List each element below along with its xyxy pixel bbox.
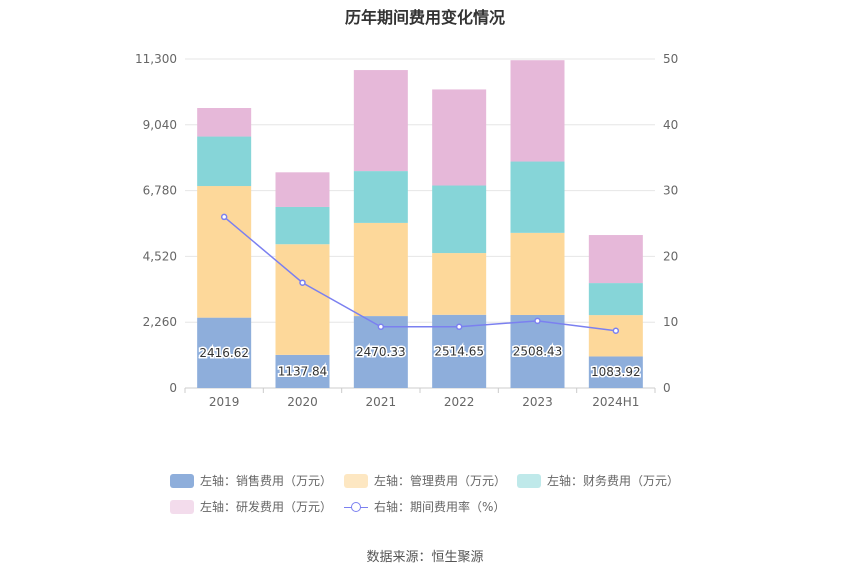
left-axis-tick-label: 9,040: [143, 118, 177, 132]
bar-mgmt: [197, 186, 252, 318]
point-rate: [455, 323, 463, 331]
left-axis-tick-label: 6,780: [143, 184, 177, 198]
legend-swatch-sales: [170, 473, 194, 488]
legend-swatch-mgmt: [344, 473, 368, 488]
point-rate: [299, 279, 306, 286]
bar-mgmt: [353, 222, 408, 317]
legend-label-rate: 右轴：期间费用率（%）: [374, 500, 506, 514]
point-rate: [377, 323, 385, 331]
legend-label-rd: 左轴：研发费用（万元）: [200, 500, 333, 514]
bar-sales: [510, 314, 565, 388]
legend-item-mgmt[interactable]: 左轴：管理费用（万元）: [344, 472, 506, 489]
data-label-sales: 1137.84: [278, 364, 328, 378]
x-axis-tick-label: 2020: [287, 395, 318, 409]
left-axis-tick-label: 2,260: [143, 315, 177, 329]
right-axis-tick-label: 50: [663, 52, 678, 66]
chart-title: 历年期间费用变化情况: [344, 8, 505, 27]
data-label-sales: 1083.92: [591, 365, 641, 379]
bar-mgmt: [510, 232, 565, 315]
right-axis-tick-label: 0: [663, 381, 671, 395]
bar-rd: [353, 70, 408, 172]
x-axis-tick-label: 2023: [522, 395, 553, 409]
x-axis-tick-label: 2019: [209, 395, 240, 409]
right-axis-tick-label: 20: [663, 249, 678, 263]
legend-item-rate[interactable]: 右轴：期间费用率（%）: [344, 498, 505, 515]
bar-sales: [275, 354, 330, 388]
legend-item-sales[interactable]: 左轴：销售费用（万元）: [170, 472, 332, 489]
right-axis-tick-label: 30: [663, 184, 678, 198]
left-axis-tick-label: 0: [169, 381, 177, 395]
legend-swatch-rate: [344, 500, 368, 514]
legend-item-rd[interactable]: 左轴：研发费用（万元）: [170, 498, 332, 515]
bar-mgmt: [432, 253, 487, 315]
point-rate: [612, 327, 620, 335]
bar-finance: [197, 136, 252, 187]
data-label-sales: 2508.43: [513, 344, 563, 358]
bar-rd: [197, 108, 252, 137]
x-axis-tick-label: 2021: [366, 395, 397, 409]
bar-finance: [353, 171, 408, 223]
bar-finance: [275, 206, 330, 245]
bar-rd: [588, 235, 643, 284]
right-axis-tick-label: 10: [663, 315, 678, 329]
line-rate: [223, 216, 616, 332]
bar-rd: [510, 60, 565, 162]
data-source: 数据来源：恒生聚源: [366, 550, 484, 565]
bar-rd: [432, 89, 487, 186]
bar-finance: [588, 283, 643, 316]
x-axis-tick-label: 2022: [444, 395, 475, 409]
left-axis-tick-label: 4,520: [143, 249, 177, 263]
legend-label-mgmt: 左轴：管理费用（万元）: [374, 474, 507, 488]
data-label-sales: 2416.62: [199, 346, 249, 360]
left-axis-tick-label: 11,300: [135, 52, 177, 66]
legend-label-sales: 左轴：销售费用（万元）: [200, 474, 333, 488]
legend-label-finance: 左轴：财务费用（万元）: [547, 474, 680, 488]
bar-sales: [197, 317, 252, 388]
bar-finance: [432, 185, 487, 254]
legend-swatch-finance: [517, 473, 541, 488]
right-axis-tick-label: 40: [663, 118, 678, 132]
data-label-sales: 2470.33: [356, 345, 406, 359]
x-axis-tick-label: 2024H1: [592, 395, 639, 409]
point-rate: [220, 213, 228, 221]
bar-sales: [588, 356, 643, 388]
bar-finance: [510, 161, 565, 233]
data-label-sales: 2514.65: [434, 344, 484, 358]
point-rate: [534, 317, 541, 325]
bar-mgmt: [275, 244, 330, 355]
bar-mgmt: [588, 315, 643, 357]
legend-swatch-rd: [170, 499, 194, 514]
legend-item-finance[interactable]: 左轴：财务费用（万元）: [517, 472, 679, 489]
bar-rd: [275, 172, 330, 207]
